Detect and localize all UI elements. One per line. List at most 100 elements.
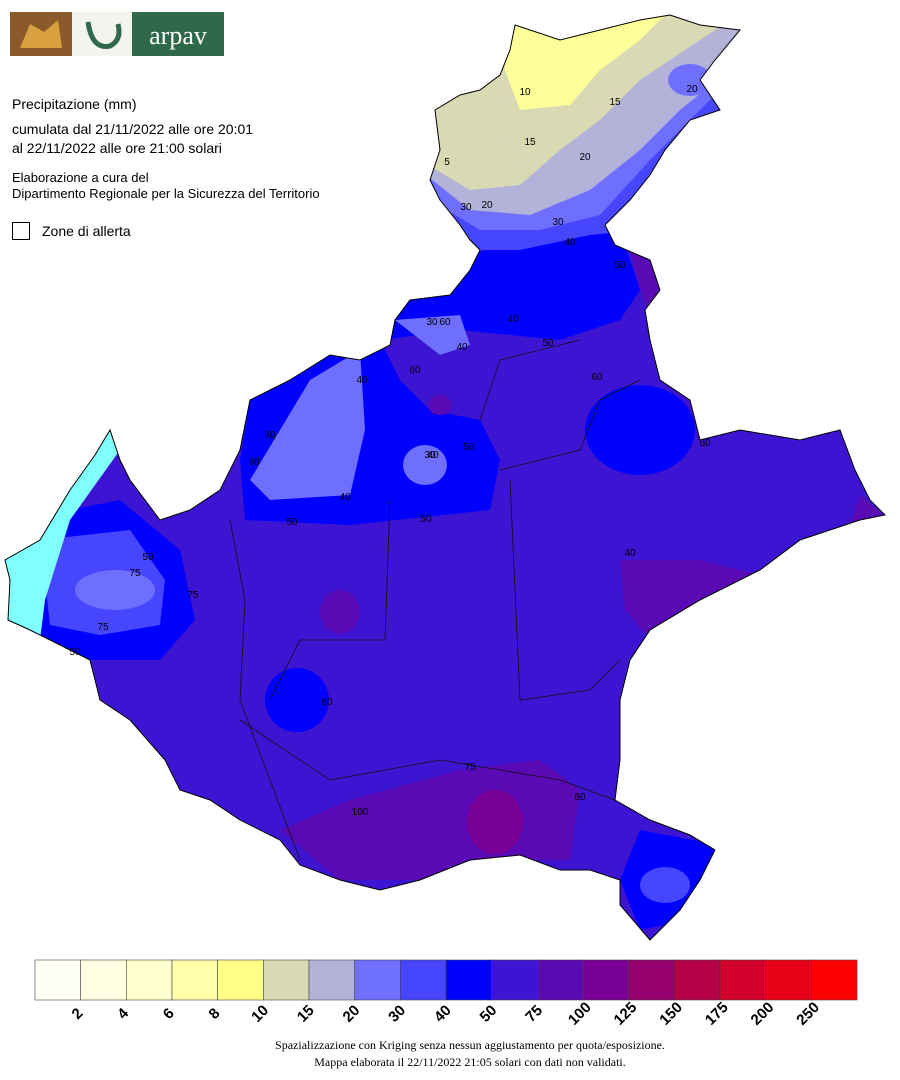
contour-label: 40 [339,492,351,503]
contour-label: 30 [424,450,436,461]
zone-30-40 [395,315,470,355]
contour-label: 60 [321,697,333,708]
contour-label: 30 [426,317,438,328]
period: al 22/11/2022 alle ore 21:00 solari [12,140,222,156]
legend-swatch [582,959,629,1001]
contour-label: 40 [564,237,576,248]
logo-text: arpav [149,21,207,50]
logo-mark-bg [72,12,132,56]
zone-40-50 [265,668,329,732]
contour-label: 60 [439,317,451,328]
legend-swatch [217,959,264,1001]
contour-label: 60 [264,430,276,441]
footer-note: Spazializzazione con Kriging senza nessu… [275,1038,665,1052]
legend-swatch [674,959,721,1001]
contour-label: 40 [624,548,636,559]
legend-swatch [126,959,173,1001]
legend-swatch [719,959,766,1001]
alert-zones-checkbox[interactable] [12,222,30,240]
contour-label: 60 [574,792,586,803]
contour-label: 60 [409,365,421,376]
logo-mark [85,21,122,49]
legend-break-label: 40 [431,1002,455,1026]
legend-swatch [445,959,492,1001]
contour-label: 40 [427,450,439,461]
contour-label: 50 [542,338,554,349]
legend-swatch [628,959,675,1001]
contour-label: 30 [552,217,564,228]
legend-break-label: 175 [702,999,732,1029]
contour-label: 50 [286,517,298,528]
contour-label: 20 [579,152,591,163]
zone-40-50 [585,385,695,475]
legend-break-label: 75 [522,1002,546,1026]
legend-break-label: 8 [206,1005,224,1023]
legend-swatch [811,959,858,1001]
contour-label: 30 [460,202,472,213]
legend-break-label: 200 [748,999,778,1029]
legend-break-label: 250 [793,999,823,1029]
zone-100-125 [467,790,523,854]
contour-label: 50 [420,514,432,525]
contour-label: 100 [352,807,369,818]
zone-30-40 [250,350,365,500]
contour-label: 60 [591,372,603,383]
logo: arpav [10,12,224,56]
legend-swatch [308,959,355,1001]
contour-label: 40 [456,342,468,353]
zone-75-100 [620,560,760,640]
contour-label: 15 [609,97,621,108]
legend-break-label: 125 [611,999,641,1029]
contour-label: 10 [519,87,531,98]
legend-swatch [400,959,447,1001]
legend-swatch [171,959,218,1001]
legend-break-label: 6 [160,1005,178,1023]
contour-label: 15 [524,137,536,148]
province-borders [229,339,641,861]
contour-label: 40 [507,314,519,325]
zone-30-40 [640,867,690,903]
legend-break-label: 30 [385,1002,409,1026]
legend-swatch [34,959,81,1001]
title: Precipitazione (mm) [12,96,137,112]
contour-label: 75 [97,622,109,633]
legend-break-label: 100 [565,999,595,1029]
zone-75-100 [320,590,360,634]
precip-field [5,15,885,940]
contour-label: 60 [248,457,260,468]
contour-label: 60 [699,438,711,449]
legend-break-label: 10 [248,1002,272,1026]
contour-label: 50 [614,260,626,271]
legend-swatch [765,959,812,1001]
alert-zones-label[interactable]: Zone di allerta [42,223,131,239]
legend-swatch [80,959,127,1001]
logo-bar [132,12,224,56]
legend-break-label: 50 [477,1002,501,1026]
footer-note: Mappa elaborata il 22/11/2022 21:05 sola… [314,1055,626,1069]
contour-label: 20 [686,84,698,95]
legend-swatch [491,959,538,1001]
legend-swatch [537,959,584,1001]
contour-label: 50 [463,442,475,453]
contour-label: 75 [187,590,199,601]
zone-75-100 [428,395,452,415]
legend-swatch [354,959,401,1001]
zone-40-50 [380,230,640,340]
legend-break-label: 4 [114,1004,132,1022]
legend-swatch [263,959,310,1001]
contour-label: 20 [481,200,493,211]
logo-lion [20,20,62,48]
contour-label: 50 [142,552,154,563]
contour-label: 5 [444,157,450,168]
contour-label: 40 [356,375,368,386]
zone-20-30 [668,64,712,96]
legend-break-label: 150 [656,999,686,1029]
zone-30-40 [403,445,447,485]
contour-label: 50 [69,647,81,658]
zone-20-30 [75,570,155,610]
contour-label: 75 [129,568,141,579]
credit: Elaborazione a cura del [12,170,149,185]
legend-break-label: 2 [69,1005,87,1023]
